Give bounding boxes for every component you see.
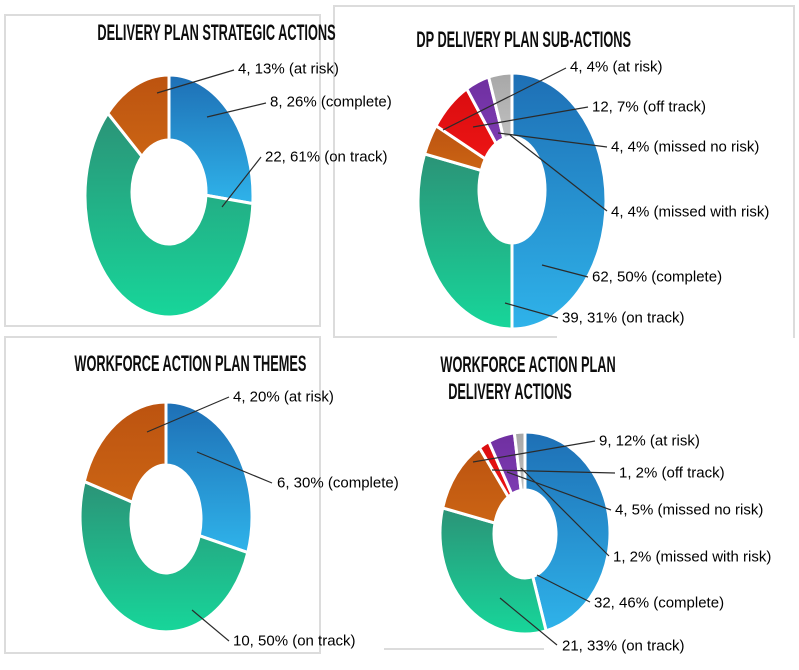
slice-on-track [416, 152, 514, 331]
label-complete: 62, 50% (complete) [592, 268, 723, 286]
panel-border-segment [333, 336, 557, 338]
leader-line [221, 156, 262, 208]
label-at-risk: 4, 13% (at risk) [238, 60, 339, 78]
donut-chart-1 [416, 67, 608, 331]
label-missed-no-risk: 4, 4% (missed no risk) [611, 138, 760, 156]
label-complete: 6, 30% (complete) [277, 474, 399, 492]
slice-complete [164, 400, 254, 555]
label-on-track: 10, 50% (on track) [233, 632, 356, 650]
label-missed-with-risk: 4, 4% (missed with risk) [611, 203, 770, 221]
slice-at-risk [106, 73, 171, 158]
chart-title-delivery-plan-strategic-actions: DELIVERY PLAN STRATEGIC ACTIONS [97, 20, 336, 45]
leader-line [497, 132, 608, 148]
slice-on-track [78, 479, 250, 634]
leader-line [491, 469, 616, 474]
label-complete: 8, 26% (complete) [270, 93, 392, 111]
slice-complete [523, 430, 612, 633]
chart-title-dp-delivery-plan-sub-actions: DP DELIVERY PLAN SUB-ACTIONS [416, 27, 631, 52]
slice-at-risk [82, 400, 168, 504]
slice-complete [167, 73, 255, 206]
chart-title-workforce-action-plan-line1: WORKFORCE ACTION PLAN [440, 352, 616, 377]
leader-line [196, 451, 273, 484]
label-on-track: 39, 31% (on track) [562, 309, 685, 327]
leader-line [506, 471, 612, 511]
slice-on-track [83, 111, 255, 319]
label-on-track: 21, 33% (on track) [562, 637, 685, 655]
leader-line [146, 396, 230, 433]
slice-on-track [438, 506, 548, 636]
slice-missed-with-risk [512, 430, 527, 492]
leader-line [191, 609, 230, 642]
slice-complete [510, 71, 608, 331]
label-at-risk: 9, 12% (at risk) [599, 432, 700, 450]
leader-line [499, 597, 558, 646]
label-missed-with-risk: 1, 2% (missed with risk) [613, 548, 772, 566]
leader-line [520, 467, 610, 557]
leader-line [536, 574, 591, 603]
label-on-track: 22, 61% (on track) [265, 148, 388, 166]
leader-line [472, 440, 596, 463]
leader-line [156, 69, 235, 94]
leader-line [541, 264, 589, 278]
label-at-risk: 4, 20% (at risk) [233, 388, 334, 406]
donut-chart-2 [78, 396, 273, 642]
label-off-track: 1, 2% (off track) [619, 464, 725, 482]
panel-border-segment [384, 648, 544, 650]
label-complete: 32, 46% (complete) [594, 594, 725, 612]
leader-line [472, 106, 589, 128]
leader-line [442, 67, 567, 131]
leader-line [504, 302, 559, 319]
chart-title-workforce-action-plan-themes: WORKFORCE ACTION PLAN THEMES [74, 351, 307, 376]
donut-chart-3 [438, 430, 616, 646]
label-missed-no-risk: 4, 5% (missed no risk) [615, 501, 764, 519]
label-at-risk: 4, 4% (at risk) [570, 58, 663, 76]
donut-chart-0 [83, 69, 267, 319]
leader-line [206, 102, 267, 118]
leader-line [509, 134, 608, 212]
label-off-track: 12, 7% (off track) [592, 98, 706, 116]
chart-title-workforce-action-plan-line2: DELIVERY ACTIONS [448, 379, 572, 404]
